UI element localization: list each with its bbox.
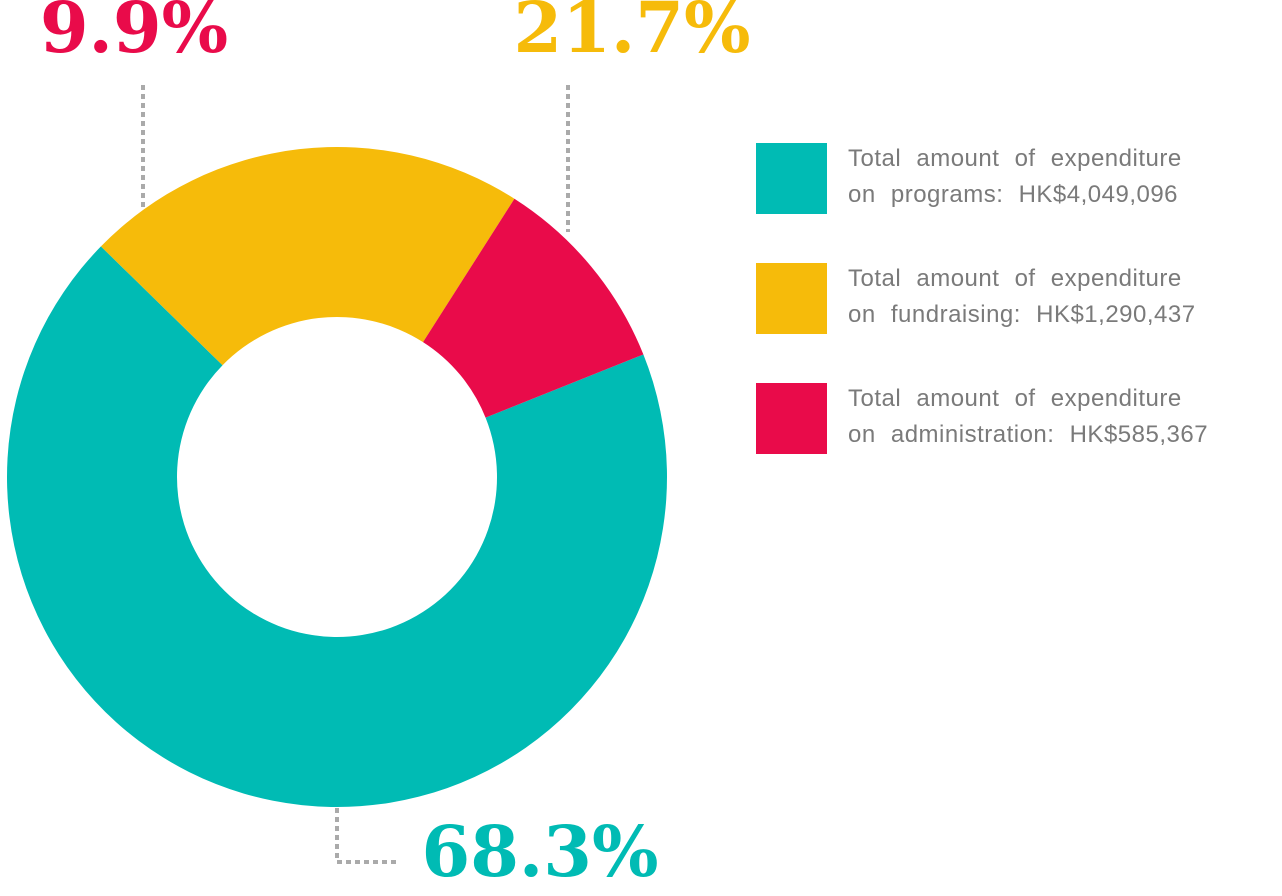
- legend-label: Total amount of expenditure on administr…: [848, 385, 1209, 448]
- donut-slice: [423, 198, 644, 418]
- donut-slice: [100, 147, 515, 366]
- value-label: 68.3%: [421, 810, 658, 893]
- legend-swatch: [756, 383, 827, 454]
- leader-line: [335, 808, 398, 864]
- value-label: 21.7%: [513, 0, 750, 69]
- legend-label: Total amount of expenditure on programs:…: [848, 145, 1182, 208]
- legend-swatch: [756, 143, 827, 214]
- legend-swatch: [756, 263, 827, 334]
- value-label: 9.9%: [40, 0, 228, 69]
- donut-slice: [6, 246, 667, 807]
- legend-label: Total amount of expenditure on fundraisi…: [848, 265, 1196, 328]
